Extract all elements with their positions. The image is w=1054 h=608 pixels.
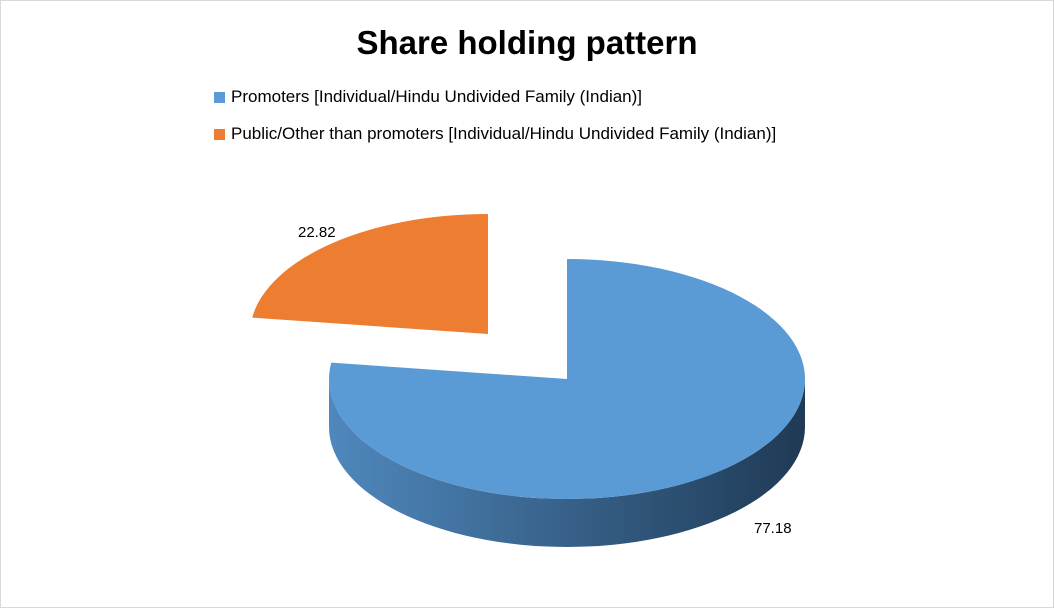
pie-slice-public <box>252 214 488 334</box>
legend-item-public: Public/Other than promoters [Individual/… <box>214 121 1044 147</box>
pie-slice-promoters-top <box>329 259 806 500</box>
legend-item-promoters: Promoters [Individual/Hindu Undivided Fa… <box>214 84 1044 110</box>
pie-slice-promoters <box>329 259 806 547</box>
legend-label-public: Public/Other than promoters [Individual/… <box>231 124 777 143</box>
data-label-public: 22.82 <box>298 224 336 241</box>
data-label-promoters: 77.18 <box>754 520 792 537</box>
pie-slice-public-top <box>252 214 488 334</box>
legend-swatch-public <box>214 128 225 140</box>
legend-label-promoters: Promoters [Individual/Hindu Undivided Fa… <box>231 87 643 106</box>
legend-swatch-promoters <box>214 91 225 103</box>
chart-title: Share holding pattern <box>356 24 698 61</box>
chart-legend: Promoters [Individual/Hindu Undivided Fa… <box>214 84 1044 158</box>
pie-slice-promoters-side <box>329 379 805 547</box>
